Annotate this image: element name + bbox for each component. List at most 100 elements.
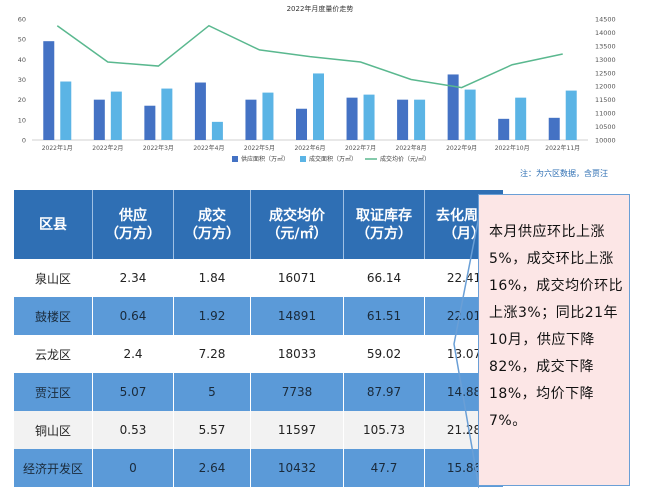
district-name-cell: 铜山区	[14, 411, 93, 449]
district-table: 区县 供应 （万方） 成交 （万方） 成交均价 （元/㎡） 取证库存 （万方） 去化周期 （月） 泉…	[14, 190, 503, 487]
x-tick-label: 2022年4月	[193, 144, 224, 152]
table-row: 经济开发区 0 2.64 10432 47.7 15.86	[14, 449, 503, 487]
table-row: 云龙区 2.4 7.28 18033 59.02 13.07	[14, 335, 503, 373]
table-cell: 11597	[250, 411, 344, 449]
chart-note: 注：为六区数据，含贾汪	[520, 169, 608, 178]
table-header-cell: 成交均价 （元/㎡）	[250, 190, 344, 259]
y-right-tick-label: 14000	[595, 29, 616, 37]
table-cell: 61.51	[343, 297, 425, 335]
bar-deal	[515, 97, 527, 140]
table-cell: 16071	[250, 259, 344, 297]
x-tick-label: 2022年10月	[495, 144, 530, 152]
callout-connector	[453, 215, 479, 489]
table-row: 贾汪区 5.07 5 7738 87.97 14.88	[14, 373, 503, 411]
table-cell: 105.73	[343, 411, 425, 449]
bar-supply	[43, 41, 55, 140]
table-cell: 5	[173, 373, 251, 411]
x-tick-label: 2022年7月	[345, 144, 376, 152]
y-right-tick-label: 13000	[595, 56, 616, 64]
table-cell: 5.57	[173, 411, 251, 449]
bar-deal	[414, 99, 426, 140]
y-left-tick-label: 40	[18, 56, 26, 64]
bar-supply	[346, 97, 358, 140]
y-left-tick-label: 30	[18, 76, 26, 84]
y-right-tick-label: 12000	[595, 83, 616, 91]
table-row: 泉山区 2.34 1.84 16071 66.14 22.41	[14, 259, 503, 297]
y-right-tick-label: 12500	[595, 69, 616, 77]
table-row: 铜山区 0.53 5.57 11597 105.73 21.28	[14, 411, 503, 449]
bar-deal	[464, 89, 476, 140]
y-right-tick-label: 11000	[595, 110, 616, 118]
table-header-cell: 供应 （万方）	[92, 190, 174, 259]
legend-label: 供应面积（万㎡）	[241, 155, 289, 163]
table-row: 鼓楼区 0.64 1.92 14891 61.51 22.01	[14, 297, 503, 335]
bar-deal	[363, 94, 375, 140]
bar-deal	[161, 88, 173, 140]
district-name-cell: 贾汪区	[14, 373, 93, 411]
x-tick-label: 2022年1月	[42, 144, 73, 152]
table-cell: 2.4	[92, 335, 174, 373]
y-left-tick-label: 50	[18, 36, 26, 44]
district-name-cell: 鼓楼区	[14, 297, 93, 335]
bar-supply	[548, 117, 560, 140]
table-cell: 10432	[250, 449, 344, 487]
line-price	[56, 24, 563, 89]
x-tick-label: 2022年9月	[446, 144, 477, 152]
y-left-tick-label: 20	[18, 96, 26, 104]
table-cell: 1.92	[173, 297, 251, 335]
x-tick-label: 2022年11月	[545, 144, 580, 152]
y-right-tick-label: 10500	[595, 123, 616, 131]
table-cell: 7738	[250, 373, 344, 411]
bar-supply	[397, 99, 409, 140]
table-cell: 0.64	[92, 297, 174, 335]
legend-swatch	[300, 156, 306, 162]
table-cell: 18033	[250, 335, 344, 373]
y-right-tick-label: 13500	[595, 42, 616, 50]
table-cell: 7.28	[173, 335, 251, 373]
bar-deal	[565, 90, 577, 140]
legend-swatch	[232, 156, 238, 162]
summary-text: 本月供应环比上涨5%，成交环比上涨16%，成交均价环比上涨3%；同比21年10月…	[489, 224, 624, 429]
bar-supply	[144, 105, 156, 140]
table-cell: 59.02	[343, 335, 425, 373]
x-tick-label: 2022年3月	[143, 144, 174, 152]
bar-supply	[93, 99, 105, 140]
district-name-cell: 泉山区	[14, 259, 93, 297]
bar-deal	[262, 92, 274, 140]
table-cell: 87.97	[343, 373, 425, 411]
bar-supply	[296, 108, 307, 140]
district-name-cell: 云龙区	[14, 335, 93, 373]
x-tick-label: 2022年5月	[244, 144, 275, 152]
district-name-cell: 经济开发区	[14, 449, 93, 487]
bar-supply	[498, 118, 510, 140]
table-header-row: 区县 供应 （万方） 成交 （万方） 成交均价 （元/㎡） 取证库存 （万方） 去化周期 （月）	[14, 190, 503, 259]
summary-callout: 本月供应环比上涨5%，成交环比上涨16%，成交均价环比上涨3%；同比21年10月…	[478, 194, 630, 486]
legend-label: 成交面积（万㎡）	[309, 155, 357, 163]
table-cell: 5.07	[92, 373, 174, 411]
legend-label: 成交均价（元/㎡）	[380, 155, 430, 163]
table-cell: 1.84	[173, 259, 251, 297]
x-tick-label: 2022年8月	[396, 144, 427, 152]
y-left-tick-label: 10	[18, 116, 26, 124]
y-right-tick-label: 14500	[595, 16, 616, 24]
y-left-tick-label: 0	[22, 137, 26, 145]
bar-deal	[211, 121, 223, 140]
table-cell: 0.53	[92, 411, 174, 449]
y-left-tick-label: 60	[18, 16, 26, 24]
table-header-cell: 区县	[14, 190, 93, 259]
table-cell: 14891	[250, 297, 344, 335]
bar-deal	[313, 73, 324, 140]
x-tick-label: 2022年6月	[294, 144, 325, 152]
table-cell: 66.14	[343, 259, 425, 297]
y-right-tick-label: 11500	[595, 96, 616, 104]
table-cell: 47.7	[343, 449, 425, 487]
y-right-tick-label: 10000	[595, 137, 616, 145]
bar-deal	[110, 91, 122, 140]
chart-title: 2022年月度量价走势	[287, 4, 354, 13]
table-header-cell: 取证库存 （万方）	[343, 190, 425, 259]
table-header-cell: 成交 （万方）	[173, 190, 251, 259]
bar-supply	[447, 74, 459, 140]
table-cell: 0	[92, 449, 174, 487]
table-cell: 2.34	[92, 259, 174, 297]
x-tick-label: 2022年2月	[92, 144, 123, 152]
